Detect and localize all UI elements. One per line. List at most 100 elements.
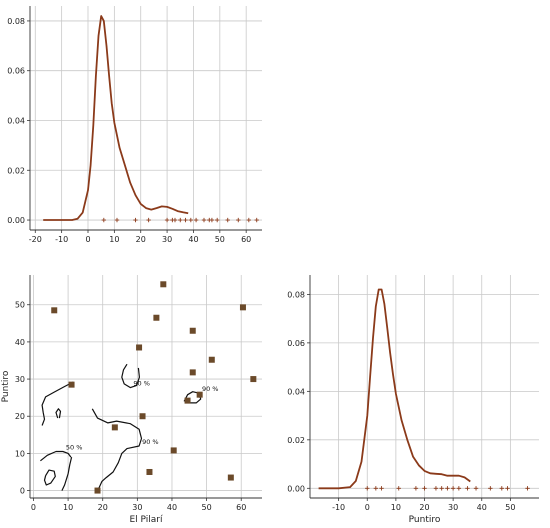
y-tick-label-2: 0.04 xyxy=(287,387,305,396)
x-tick-label-5: 40 xyxy=(477,503,487,512)
y-axis-title: Puntiro xyxy=(1,370,11,402)
rug-mark-10 xyxy=(193,217,199,223)
x-tick-label-5: 50 xyxy=(202,503,212,512)
rug-mark-14 xyxy=(499,486,504,491)
rug-mark-1 xyxy=(373,486,379,491)
rug-mark-9 xyxy=(188,217,194,223)
x-tick-label-3: 10 xyxy=(109,235,119,244)
scatter-point-12 xyxy=(189,369,196,376)
x-tick-label-2: 10 xyxy=(391,503,401,512)
x-tick-label-4: 20 xyxy=(136,235,146,244)
y-tick-label-0: 0.00 xyxy=(287,484,305,493)
rug-mark-2 xyxy=(133,217,138,223)
rug-mark-12 xyxy=(473,486,479,491)
x-tick-label-4: 40 xyxy=(167,503,177,512)
scatter-point-10 xyxy=(184,397,191,404)
x-axis-title: Puntiro xyxy=(409,515,441,525)
x-tick-label-0: -20 xyxy=(29,235,42,244)
x-tick-label-5: 30 xyxy=(162,235,172,244)
rug-mark-17 xyxy=(246,217,252,223)
rug-mark-11 xyxy=(465,486,470,491)
y-tick-label-0: 0.00 xyxy=(7,216,25,225)
rug-mark-3 xyxy=(146,217,151,223)
rug-mark-10 xyxy=(456,486,462,491)
y-tick-label-4: 40 xyxy=(15,338,25,347)
y-tick-label-2: 0.04 xyxy=(7,116,25,125)
scatter-point-0 xyxy=(51,307,58,314)
rug-mark-8 xyxy=(445,486,450,491)
rug-mark-7 xyxy=(439,486,444,491)
rug-mark-16 xyxy=(525,486,530,491)
rug-mark-5 xyxy=(422,486,427,491)
x-tick-label-1: -10 xyxy=(55,235,68,244)
rug-mark-3 xyxy=(396,486,401,491)
scatter-point-2 xyxy=(94,487,101,494)
x-tick-label-0: -10 xyxy=(332,503,345,512)
panel-bottom-right: -10 0 10 20 30 40 50 0.00 0.02 0.04 0.06 0.08 Puntir… xyxy=(287,275,539,525)
rug-mark-7 xyxy=(178,217,183,223)
rug-mark-4 xyxy=(164,217,170,223)
contour-line-6 xyxy=(43,469,56,486)
rug-mark-0 xyxy=(365,486,370,491)
x-tick-label-6: 50 xyxy=(505,503,515,512)
x-tick-label-7: 50 xyxy=(215,235,225,244)
x-axis-title: El Pilarí xyxy=(130,515,163,525)
x-tick-label-2: 0 xyxy=(85,235,90,244)
y-tick-label-4: 0.08 xyxy=(7,17,25,26)
density-line-0 xyxy=(318,288,471,490)
x-tick-label-1: 0 xyxy=(365,503,370,512)
rug-mark-13 xyxy=(488,486,493,491)
rug-mark-8 xyxy=(183,217,188,223)
x-tick-label-6: 40 xyxy=(188,235,198,244)
density-line-0 xyxy=(43,15,189,221)
y-tick-label-3: 0.06 xyxy=(287,339,305,348)
rug-mark-6 xyxy=(433,486,439,491)
y-tick-label-5: 50 xyxy=(15,301,25,310)
y-tick-label-0: 0 xyxy=(20,487,25,496)
rug-mark-18 xyxy=(254,217,259,223)
scatter-point-8 xyxy=(160,281,167,288)
x-tick-label-1: 10 xyxy=(63,503,73,512)
rug-mark-6 xyxy=(172,217,178,223)
y-tick-label-1: 10 xyxy=(15,449,25,458)
contour-label-2: 90 % xyxy=(142,438,159,446)
scatter-point-11 xyxy=(189,327,196,334)
x-tick-label-8: 60 xyxy=(241,235,251,244)
contour-line-2 xyxy=(91,408,143,489)
panel-top-left: -20 -10 0 10 20 30 40 50 60 0.00 0.02 0.04 0.06 0.08 xyxy=(7,6,262,244)
contour-line-0 xyxy=(121,363,140,389)
contour-line-4 xyxy=(55,408,62,419)
y-tick-label-3: 0.06 xyxy=(7,67,25,76)
scatter-point-7 xyxy=(153,314,160,321)
scatter-point-14 xyxy=(208,356,215,363)
x-tick-label-3: 20 xyxy=(419,503,429,512)
y-tick-label-2: 20 xyxy=(15,412,25,421)
y-tick-label-1: 0.02 xyxy=(287,436,305,445)
rug-mark-14 xyxy=(214,217,220,223)
scatter-point-5 xyxy=(139,413,146,420)
rug-mark-2 xyxy=(379,486,384,491)
contour-line-7 xyxy=(61,456,73,491)
y-tick-label-1: 0.02 xyxy=(7,166,25,175)
scatter-point-4 xyxy=(136,344,143,351)
scatter-point-16 xyxy=(239,304,246,311)
rug-mark-0 xyxy=(101,217,107,223)
scatter-point-13 xyxy=(196,391,203,398)
x-tick-label-0: 0 xyxy=(31,503,36,512)
x-tick-label-4: 30 xyxy=(448,503,458,512)
rug-mark-1 xyxy=(114,217,120,223)
scatter-point-9 xyxy=(170,447,177,454)
x-tick-label-6: 60 xyxy=(236,503,246,512)
scatter-point-1 xyxy=(68,381,75,388)
x-tick-label-3: 30 xyxy=(132,503,142,512)
contour-label-0: 90 % xyxy=(133,380,150,388)
rug-mark-9 xyxy=(450,486,456,491)
contour-line-5 xyxy=(40,450,72,462)
panel-bottom-left: 0 10 20 30 40 50 60 0 10 20 30 40 50 El Pilarí Puntiro… xyxy=(1,275,262,525)
rug-mark-4 xyxy=(413,486,419,491)
y-tick-label-4: 0.08 xyxy=(287,290,305,299)
contour-line-3 xyxy=(41,381,74,426)
rug-mark-15 xyxy=(225,217,230,223)
contour-label-5: 50 % xyxy=(66,444,83,452)
scatter-point-17 xyxy=(250,376,257,383)
